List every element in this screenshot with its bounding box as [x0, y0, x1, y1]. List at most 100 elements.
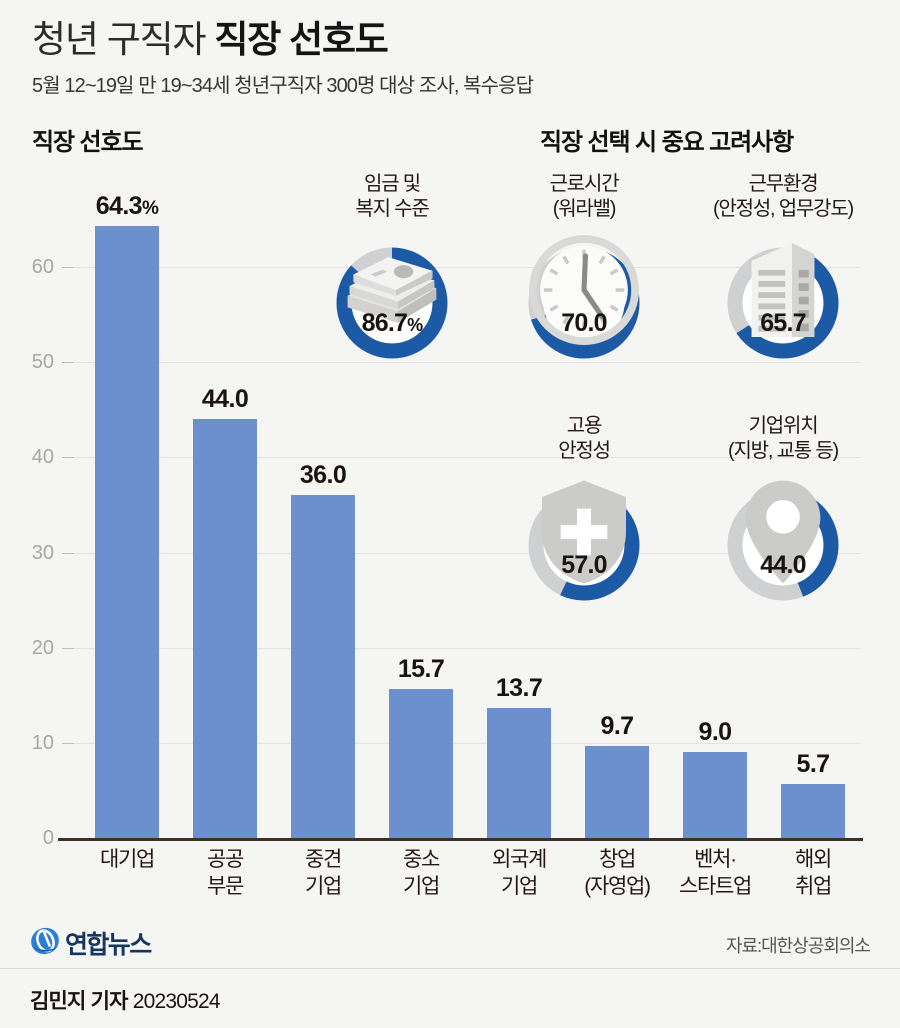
bar-value-label: 44.0 [201, 385, 249, 414]
bar [487, 707, 551, 838]
y-axis-tick-label: 10 [31, 731, 54, 754]
donut-chart: 70.0 [528, 234, 640, 359]
x-axis-category-line: 공공 [206, 848, 244, 871]
bar [781, 783, 845, 838]
gridline [62, 457, 860, 459]
bar-value-label: 13.7 [495, 673, 543, 702]
footer-divider [0, 968, 900, 969]
donut-chart: 65.7 [727, 242, 839, 359]
gridline [62, 552, 860, 554]
bar [683, 752, 747, 838]
y-axis-tick-label: 40 [31, 446, 54, 469]
donut-label: 임금 및 복지 수준 [262, 172, 522, 222]
bar-value-label: 36.0 [299, 461, 347, 490]
bar-value-label: 64.3% [95, 192, 159, 221]
donut-label-line: (워라밸) [552, 198, 617, 220]
gridline [62, 742, 860, 744]
cash-stack-icon [336, 257, 448, 323]
source-note: 자료:대한상공회의소 [725, 936, 871, 956]
donut-label: 근무환경 (안정성, 업무강도) [653, 172, 900, 222]
x-axis-category-label: 벤처· 스타트업 [645, 846, 785, 900]
donut-label-line: 안정성 [558, 440, 611, 462]
bar [585, 745, 649, 838]
shield-plus-icon [528, 480, 640, 584]
y-axis-tick-mark [62, 267, 74, 269]
y-axis-tick-mark [62, 362, 74, 364]
x-axis-category-line: 기업 [500, 875, 538, 898]
bar [193, 419, 257, 838]
x-axis-category-line: 대기업 [99, 848, 155, 871]
office-building-icon [727, 242, 839, 338]
y-axis-tick-label: 30 [31, 541, 54, 564]
yonhap-logo: 연합뉴스 [30, 925, 152, 961]
gridline [62, 647, 860, 649]
y-axis-tick-mark [62, 552, 74, 554]
donut-value-label: 70.0 [561, 309, 607, 337]
x-axis-category-line: 창업 [598, 848, 636, 871]
donut-label-line: (안정성, 업무강도) [712, 198, 854, 220]
donut-chart: 86.7% [336, 247, 448, 359]
yonhap-logo-text: 연합뉴스 [65, 931, 152, 959]
byline: 김민지 기자 20230524 [30, 985, 221, 1015]
x-axis-category-line: 중소 [402, 848, 440, 871]
gridline [62, 362, 860, 364]
bar-value-label: 15.7 [397, 654, 445, 683]
x-axis-category-label: 공공 부문 [155, 846, 295, 900]
x-axis-category-line: (자영업) [584, 875, 651, 898]
donut-label-line: 임금 및 [364, 173, 421, 195]
chart-baseline [58, 838, 863, 841]
clock-icon [528, 234, 640, 346]
y-axis-tick-label: 0 [42, 827, 54, 849]
y-axis-tick-mark [62, 647, 74, 649]
donut-chart: 44.0 [727, 480, 839, 601]
publish-date: 20230524 [132, 990, 221, 1013]
header: 청년 구직자 직장 선호도 5월 12~19일 만 19~34세 청년구직자 3… [0, 0, 900, 110]
y-axis-tick-mark [62, 742, 74, 744]
bar [291, 495, 355, 838]
donut-label-line: 근로시간 [549, 173, 620, 195]
x-axis-category-line: 취업 [794, 875, 832, 898]
donut-label: 근로시간 (워라밸) [454, 172, 714, 222]
bar [389, 688, 453, 838]
page-title-bold: 직장 선호도 [214, 19, 388, 60]
donut-value-unit: % [407, 315, 423, 335]
page-title-light: 청년 구직자 [32, 19, 215, 60]
x-axis-category-label: 대기업 [57, 846, 197, 873]
x-axis-category-line: 해외 [794, 848, 832, 871]
x-axis-category-line: 외국계 [491, 848, 547, 871]
donut-value-label: 44.0 [760, 551, 806, 579]
bar-chart: 0 10 20 30 40 50 60 64.3% 44.0 36.0 15.7 13.7 9.7 9.… [0, 150, 900, 898]
chart-bars: 64.3% 44.0 36.0 15.7 13.7 9.7 9.0 5.7 [0, 150, 900, 838]
page-title: 청년 구직자 직장 선호도 [32, 18, 389, 62]
bar-value-label: 9.7 [600, 711, 635, 740]
section-heading-factors: 직장 선택 시 중요 고려사항 [540, 129, 794, 156]
x-axis-category-line: 기업 [304, 875, 342, 898]
x-axis-category-label: 창업 (자영업) [547, 846, 687, 900]
donut-label-line: (지방, 교통 등) [728, 440, 839, 462]
gridline [62, 267, 860, 269]
donut-value-label: 57.0 [561, 551, 607, 579]
reporter-name: 김민지 기자 [30, 990, 128, 1013]
yonhap-swoosh-icon [30, 926, 60, 961]
x-axis-category-line: 스타트업 [678, 875, 752, 898]
x-axis-category-line: 기업 [402, 875, 440, 898]
section-heading-preference: 직장 선호도 [32, 129, 144, 156]
donut-label-line: 기업위치 [748, 415, 819, 437]
y-axis-tick-label: 20 [31, 636, 54, 659]
donut-chart: 57.0 [528, 480, 640, 601]
bar [95, 226, 159, 838]
bar-value-label: 9.0 [698, 718, 733, 747]
bar-value-unit: % [141, 198, 159, 220]
x-axis-category-line: 중견 [304, 848, 342, 871]
y-axis-tick-mark [62, 457, 74, 459]
donut-label-line: 근무환경 [748, 173, 819, 195]
bar-value-label: 5.7 [796, 749, 831, 778]
y-axis-tick-label: 60 [31, 256, 54, 279]
donut-label-line: 고용 [566, 415, 603, 437]
donut-label: 기업위치 (지방, 교통 등) [653, 414, 900, 464]
